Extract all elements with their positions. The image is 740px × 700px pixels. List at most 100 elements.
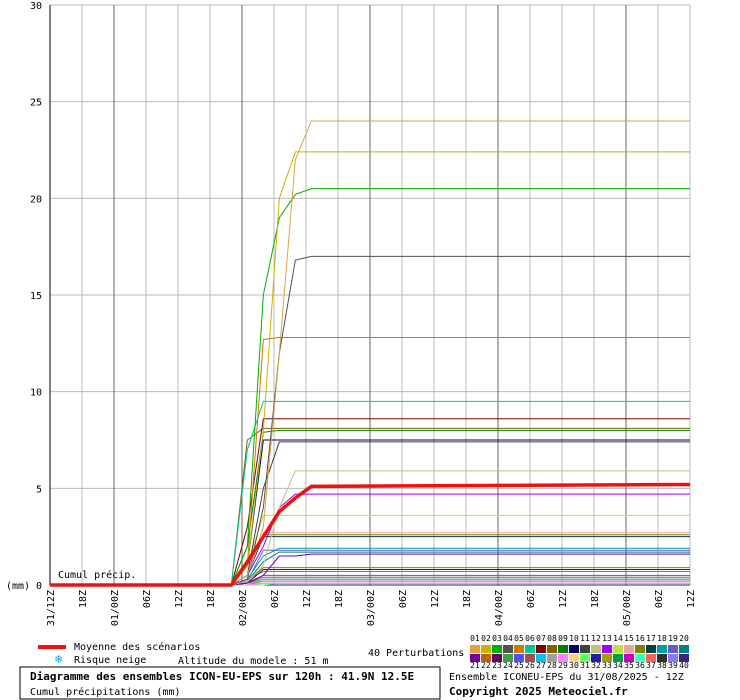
x-tick-label: 18Z [78,590,89,608]
x-tick-label: 18Z [206,590,217,608]
legend-number: 16 [635,634,645,643]
legend-label: Moyenne des scénarios [74,641,200,653]
member-line [50,418,690,586]
legend-number: 28 [547,661,557,670]
x-tick-label: 12Z [174,590,185,608]
legend-number: 29 [558,661,568,670]
legend-swatch [668,654,678,662]
legend-number: 27 [536,661,546,670]
chart-title: Diagramme des ensembles ICON-EU-EPS sur … [30,670,414,683]
y-label: (mm) [6,581,30,592]
x-tick-label: 06Z [270,590,281,608]
legend-number: 03 [492,634,502,643]
x-tick-label: 12Z [558,590,569,608]
legend-number: 21 [470,661,480,670]
legend-swatch [492,645,502,653]
legend-swatch [613,645,623,653]
legend-swatch [613,654,623,662]
legend-number: 38 [657,661,667,670]
legend-grid: 01 02 03 04 05 06 07 08 09 10 11 12 13 14 15 16 17 18 19 20… [470,634,689,670]
y-tick-label: 5 [36,484,42,495]
legend-number: 01 [470,634,480,643]
legend-number: 13 [602,634,612,643]
legend-swatch [503,645,513,653]
legend-number: 18 [657,634,667,643]
legend-swatch [514,645,524,653]
snow-icon: ❄ [54,653,63,666]
legend-swatch [646,654,656,662]
perturbations-label: 40 Perturbations [368,648,464,659]
legend-swatch [624,654,634,662]
legend-number: 34 [613,661,623,670]
subtitle: Cumul précipitations (mm) [30,686,181,698]
legend-swatch [525,654,535,662]
legend-number: 20 [679,634,689,643]
x-tick-label: 02/00Z [238,590,249,626]
legend-number: 04 [503,634,513,643]
legend-number: 11 [580,634,590,643]
legend-number: 40 [679,661,689,670]
legend-number: 10 [569,634,579,643]
run-info: Ensemble ICONEU-EPS du 31/08/2025 - 12Z [449,672,684,683]
legend-number: 37 [646,661,656,670]
legend-number: 08 [547,634,557,643]
y-tick-label: 25 [30,98,42,109]
legend-swatch [558,654,568,662]
legend-swatch [580,654,590,662]
legend-swatch [624,645,634,653]
y-tick-label: 10 [30,388,42,399]
legend-swatch [525,645,535,653]
x-tick-label: 06Z [398,590,409,608]
member-line [50,400,690,586]
annotation: Cumul précip. [58,569,136,581]
legend-number: 39 [668,661,678,670]
legend-number: 07 [536,634,546,643]
x-tick-label: 05/00Z [622,590,633,626]
legend-swatch [558,645,568,653]
legend-swatch [514,654,524,662]
legend-swatch [503,654,513,662]
legend-swatch [536,654,546,662]
legend-swatch [668,645,678,653]
x-tick-label: 12Z [302,590,313,608]
x-tick-label: 18Z [590,590,601,608]
legend-number: 06 [525,634,535,643]
legend-number: 36 [635,661,645,670]
y-tick-label: 30 [30,1,42,12]
legend-swatch [470,654,480,662]
legend-number: 33 [602,661,612,670]
legend-number: 32 [591,661,601,670]
legend-number: 22 [481,661,491,670]
copyright: Copyright 2025 Meteociel.fr [449,685,628,698]
legend-swatch [646,645,656,653]
x-tick-label: 03/00Z [366,590,377,626]
x-tick-label: 06Z [526,590,537,608]
legend-number: 24 [503,661,513,670]
legend-number: 17 [646,634,656,643]
legend-number: 25 [514,661,524,670]
legend-swatch [657,654,667,662]
legend-number: 14 [613,634,623,643]
grid [49,4,691,586]
legend-swatch [657,645,667,653]
x-tick-label: 12Z [430,590,441,608]
legend-number: 30 [569,661,579,670]
legend-swatch [591,645,601,653]
legend-swatch [547,645,557,653]
legend-number: 09 [558,634,568,643]
legend-number: 35 [624,661,634,670]
legend-swatch [591,654,601,662]
legend-number: 05 [514,634,524,643]
legend-swatch [492,654,502,662]
x-tick-label: 06Z [654,590,665,608]
altitude: Altitude du modele : 51 m [178,656,329,667]
legend-number: 19 [668,634,678,643]
y-tick-label: 15 [30,291,42,302]
x-tick-label: 01/00Z [110,590,121,626]
legend-number: 23 [492,661,502,670]
legend-swatch [481,654,491,662]
mean-line [50,482,691,587]
legend-swatch [547,654,557,662]
legend-swatch [470,645,480,653]
legend-swatch [635,654,645,662]
